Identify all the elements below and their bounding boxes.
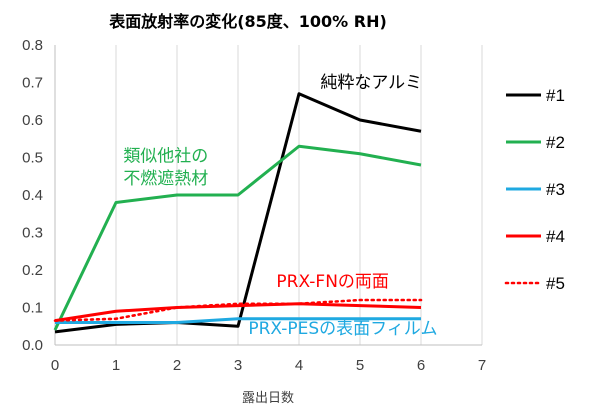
x-axis-ticks: 0 1 2 3 4 5 6 7	[51, 357, 486, 374]
axes	[54, 45, 482, 346]
y-tick-label: 0.1	[22, 300, 43, 317]
legend-label: #2	[546, 133, 565, 152]
legend-label: #4	[546, 227, 565, 246]
series-line-5	[53, 298, 423, 322]
annotation-label: 不燃遮熱材	[123, 169, 208, 189]
series-line-2	[53, 144, 422, 331]
y-axis-ticks: 0.0 0.1 0.2 0.3 0.4 0.5 0.6 0.7 0.8	[22, 37, 43, 354]
y-tick-label: 0.7	[22, 75, 43, 92]
x-tick-label: 0	[51, 357, 59, 374]
legend-label: #1	[546, 86, 565, 105]
x-tick-label: 4	[295, 357, 303, 374]
y-tick-label: 0.6	[22, 112, 43, 129]
legend-label: #5	[546, 274, 565, 293]
x-tick-label: 1	[112, 357, 120, 374]
x-tick-label: 3	[234, 357, 242, 374]
y-tick-label: 0.8	[22, 37, 43, 54]
series-line-1	[54, 92, 422, 334]
series-line-4	[54, 302, 422, 323]
series-lines	[53, 92, 423, 334]
y-tick-label: 0.5	[22, 150, 43, 167]
series-line-3	[55, 317, 421, 324]
y-tick-label: 0.4	[22, 187, 43, 204]
y-tick-label: 0.3	[22, 225, 43, 242]
x-tick-label: 7	[478, 357, 486, 374]
x-tick-label: 5	[356, 357, 364, 374]
annotation-label: 類似他社の	[123, 146, 208, 166]
chart-title: 表面放射率の変化(85度、100% RH)	[108, 12, 387, 31]
x-tick-label: 6	[417, 357, 425, 374]
annotation-label: PRX-PESの表面フィルム	[248, 319, 437, 339]
x-axis-title: 露出日数	[242, 391, 294, 406]
annotation-label: 純粋なアルミ	[320, 73, 422, 93]
y-tick-label: 0.2	[22, 262, 43, 279]
x-tick-label: 2	[173, 357, 181, 374]
annotation-label: PRX-FNの両面	[276, 272, 389, 292]
legend: #1 #2 #3 #4 #5	[504, 86, 565, 293]
legend-label: #3	[546, 180, 565, 199]
y-tick-label: 0.0	[22, 337, 43, 354]
